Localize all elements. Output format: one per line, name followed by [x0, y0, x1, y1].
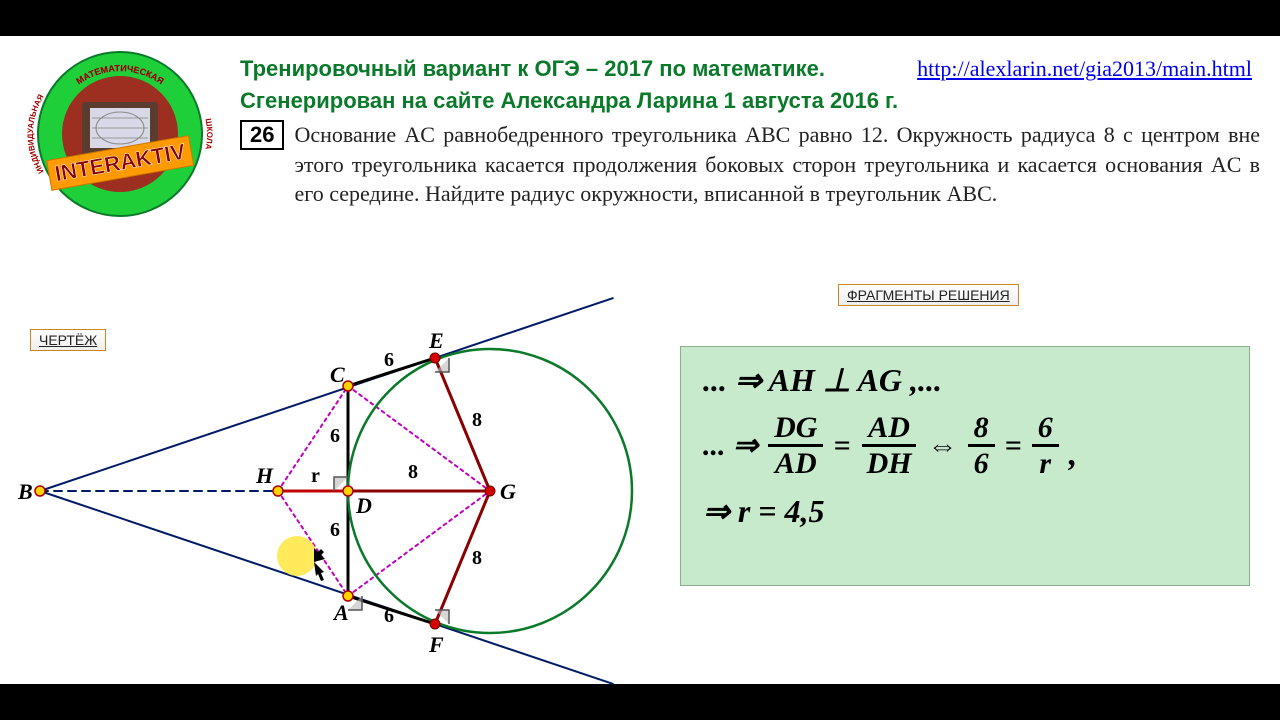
logo-right-text: ШКОЛА [203, 118, 214, 151]
svg-text:E: E [428, 328, 444, 353]
page-content: МАТЕМАТИЧЕСКАЯ МАТЕМАТИЧЕСКАЯ ИНДИВИДУАЛ… [0, 36, 1280, 684]
svg-text:6: 6 [330, 425, 340, 447]
svg-text:C: C [330, 362, 345, 387]
header: МАТЕМАТИЧЕСКАЯ МАТЕМАТИЧЕСКАЯ ИНДИВИДУАЛ… [0, 36, 1280, 228]
svg-text:8: 8 [472, 547, 482, 569]
solution-line-3: ⇒ r = 4,5 [703, 492, 1227, 530]
svg-text:8: 8 [472, 409, 482, 431]
frac-AD-DH: AD DH [861, 411, 918, 480]
svg-text:H: H [255, 463, 274, 488]
solution-line-2: ... ⇒ DG AD = AD DH ⇔ 8 6 = 6 r , [703, 411, 1227, 480]
solution-line-1: ... ⇒ AH ⊥ AG ,... [703, 361, 1227, 399]
svg-text:G: G [500, 479, 516, 504]
geometry-diagram: B C A D H G E F 6 6 6 6 8 8 8 r [0, 266, 640, 686]
problem-row: 26 Основание AC равнобедренного треуголь… [240, 120, 1260, 209]
svg-text:r: r [311, 465, 320, 487]
logo-badge: МАТЕМАТИЧЕСКАЯ МАТЕМАТИЧЕСКАЯ ИНДИВИДУАЛ… [20, 44, 220, 224]
svg-text:6: 6 [330, 519, 340, 541]
frac-8-6: 8 6 [968, 411, 995, 480]
svg-text:A: A [332, 600, 349, 625]
solution-label[interactable]: ФРАГМЕНТЫ РЕШЕНИЯ [838, 284, 1019, 306]
title-line-2: Сгенерирован на сайте Александра Ларина … [240, 88, 1260, 114]
frac-DG-AD: DG AD [768, 411, 823, 480]
frac-6-r: 6 r [1032, 411, 1059, 480]
source-url[interactable]: http://alexlarin.net/gia2013/main.html [917, 56, 1252, 82]
svg-text:8: 8 [408, 461, 418, 483]
svg-text:ШКОЛА: ШКОЛА [203, 118, 214, 151]
solution-box: ... ⇒ AH ⊥ AG ,... ... ⇒ DG AD = AD DH ⇔… [680, 346, 1250, 586]
problem-text: Основание AC равнобедренного треугольник… [294, 120, 1260, 209]
problem-number: 26 [240, 120, 284, 150]
svg-text:6: 6 [384, 605, 394, 627]
svg-text:F: F [428, 632, 444, 657]
svg-text:B: B [17, 479, 33, 504]
svg-text:D: D [355, 493, 372, 518]
svg-text:6: 6 [384, 349, 394, 371]
